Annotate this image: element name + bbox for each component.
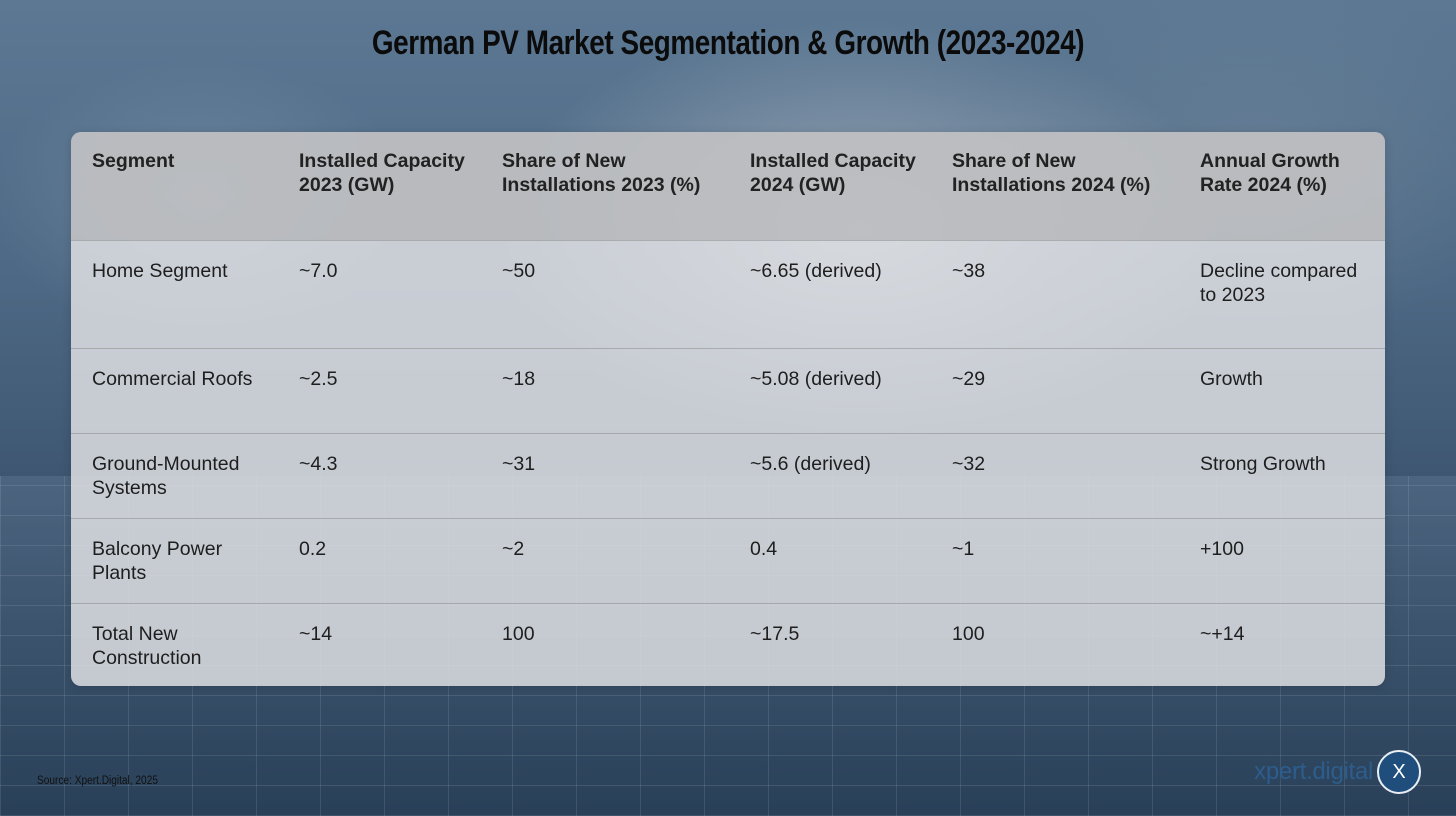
table-cell: Balcony Power Plants [71,517,278,603]
table-cell: Ground-Mounted Systems [71,432,278,518]
segmentation-table: Segment Installed Capacity 2023 (GW) Sha… [71,132,1385,686]
brand-logo[interactable]: xpert.digital X [1254,750,1421,794]
table-row: Commercial Roofs ~2.5 ~18 ~5.08 (derived… [71,347,1385,433]
page-title: German PV Market Segmentation & Growth (… [371,24,1085,62]
column-header: Share of New Installations 2023 (%) [502,150,701,196]
table-row: Ground-Mounted Systems ~4.3 ~31 ~5.6 (de… [71,432,1385,518]
table-cell: ~1 [931,517,1179,603]
table-cell: 0.4 [729,517,931,603]
table-cell: ~50 [481,239,729,348]
table-cell: ~18 [481,347,729,433]
table-row: Total New Construction ~14 100 ~17.5 100… [71,602,1385,686]
table-cell: ~+14 [1179,602,1385,686]
table-cell: ~6.65 (derived) [729,239,931,348]
table-cell: ~5.08 (derived) [729,347,931,433]
table-cell: 0.2 [278,517,481,603]
table-cell: ~2 [481,517,729,603]
table-cell: ~2.5 [278,347,481,433]
column-header: Annual Growth Rate 2024 (%) [1200,150,1340,196]
table-cell: ~32 [931,432,1179,518]
table-cell: Decline compared to 2023 [1179,239,1385,348]
table-cell: Strong Growth [1179,432,1385,518]
table-cell: +100 [1179,517,1385,603]
table-row: Home Segment ~7.0 ~50 ~6.65 (derived) ~3… [71,239,1385,348]
table-cell: ~38 [931,239,1179,348]
table-cell: ~7.0 [278,239,481,348]
table-cell: ~5.6 (derived) [729,432,931,518]
table-cell: 100 [481,602,729,686]
table-cell: 100 [931,602,1179,686]
table-cell: ~31 [481,432,729,518]
column-header: Segment [92,150,175,172]
table-cell: ~14 [278,602,481,686]
table-header-row: Segment Installed Capacity 2023 (GW) Sha… [71,132,1385,240]
table-row: Balcony Power Plants 0.2 ~2 0.4 ~1 +100 [71,517,1385,603]
table-cell: ~4.3 [278,432,481,518]
column-header: Share of New Installations 2024 (%) [952,150,1151,196]
table-cell: ~29 [931,347,1179,433]
table-cell: Commercial Roofs [71,347,278,433]
column-header: Installed Capacity 2023 (GW) [299,150,465,196]
table-cell: ~17.5 [729,602,931,686]
table-cell: Total New Construction [71,602,278,686]
table-cell: Growth [1179,347,1385,433]
column-header: Installed Capacity 2024 (GW) [750,150,916,196]
brand-name: xpert.digital [1254,758,1373,785]
data-table-card: Segment Installed Capacity 2023 (GW) Sha… [71,132,1385,686]
source-note: Source: Xpert.Digital, 2025 [37,775,158,787]
table-cell: Home Segment [71,239,278,348]
brand-x-icon: X [1377,750,1421,794]
